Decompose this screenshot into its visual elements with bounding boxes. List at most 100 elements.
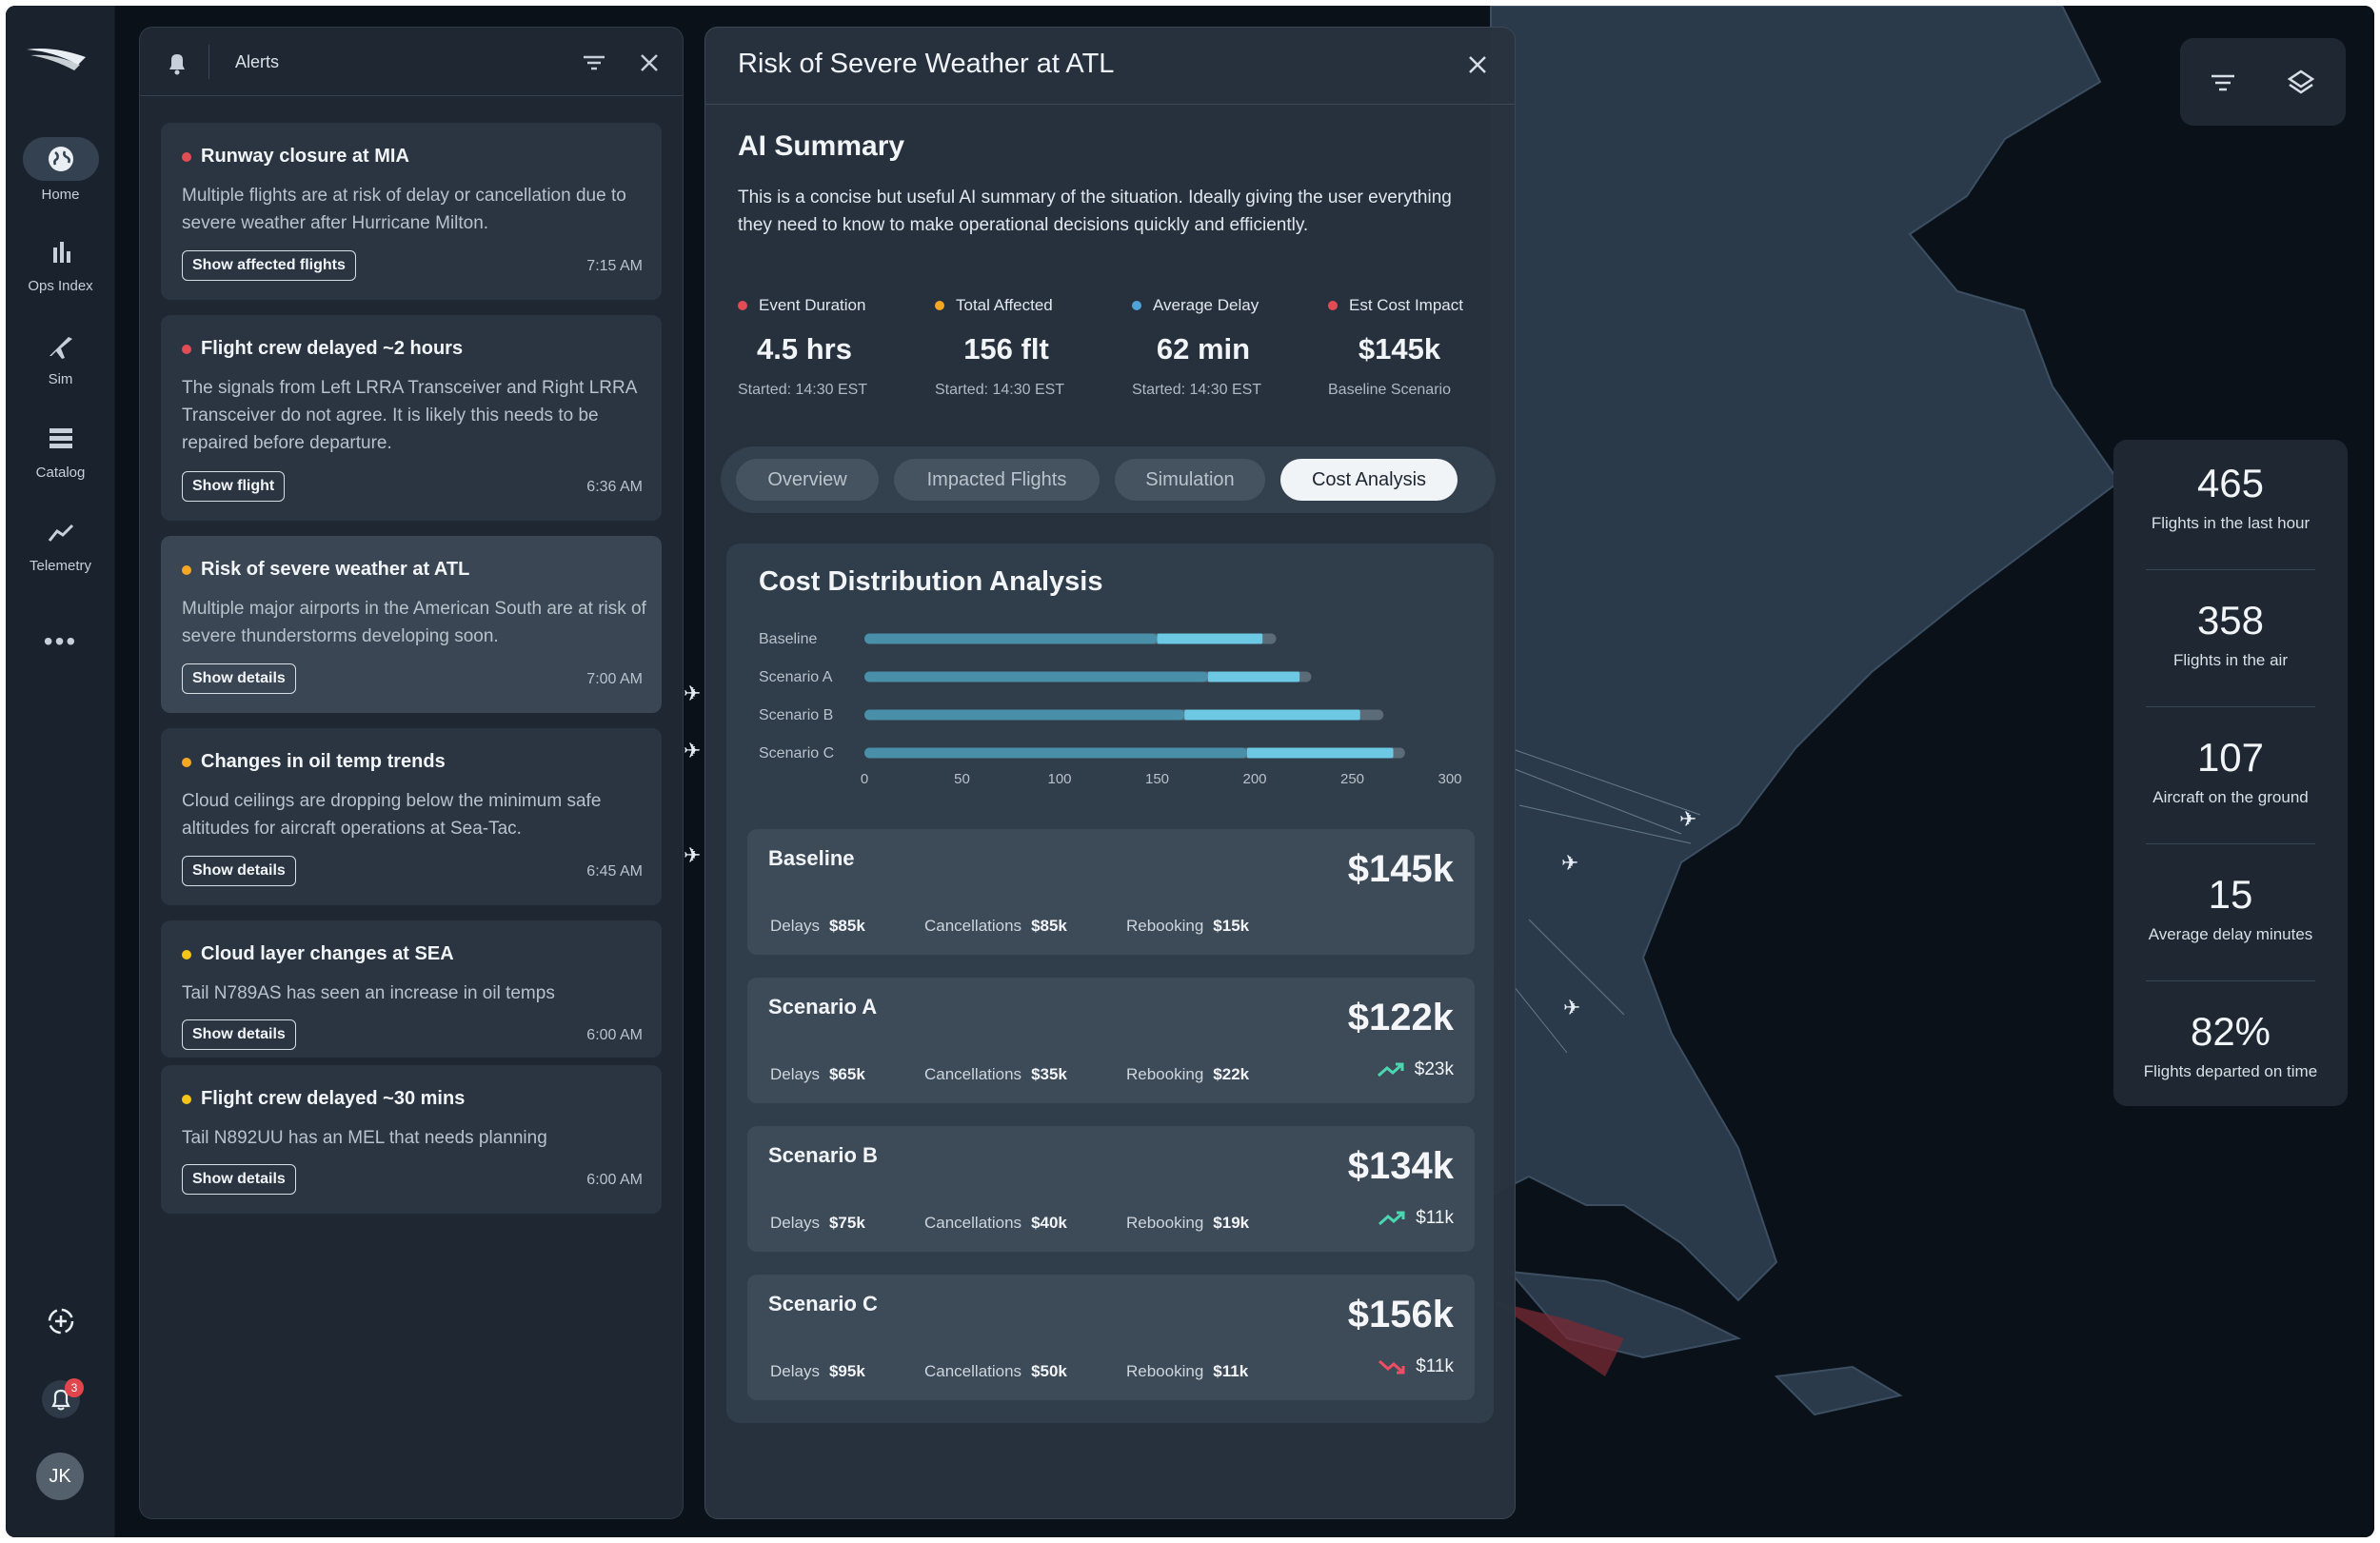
alert-card-selected[interactable]: Risk of severe weather at ATL Multiple m…	[161, 536, 662, 713]
sidebar-item-label: Ops Index	[28, 278, 93, 294]
filter-icon[interactable]	[2207, 67, 2239, 99]
tab-cost-analysis[interactable]: Cost Analysis	[1280, 459, 1458, 501]
delays-label: Delays	[770, 1065, 820, 1083]
svg-text:✈: ✈	[1561, 852, 1578, 876]
show-flight-button[interactable]: Show flight	[182, 471, 286, 502]
delta-value: $11k	[1416, 1208, 1454, 1228]
delays-value: $75k	[828, 1214, 865, 1232]
cancellations-value: $35k	[1031, 1065, 1067, 1083]
sidebar-item-ops-index[interactable]: Ops Index	[6, 236, 115, 294]
hispaniola-landmass	[1774, 1365, 1903, 1416]
bar-segment	[864, 709, 1185, 721]
scenario-card-c[interactable]: Scenario C $156k Delays $95k Cancellation…	[747, 1275, 1475, 1400]
alert-card[interactable]: Flight crew delayed ~30 mins Tail N892UU…	[161, 1065, 662, 1214]
show-details-button[interactable]: Show details	[182, 856, 296, 886]
globe-icon	[48, 147, 73, 171]
svg-text:✈: ✈	[684, 844, 701, 868]
rebooking-cost: Rebooking $22k	[1126, 1065, 1249, 1084]
metric-label: Event Duration	[759, 296, 866, 314]
scenario-name: Scenario C	[768, 1292, 878, 1316]
filter-icon[interactable]	[580, 49, 608, 77]
sidebar-item-home[interactable]: Home	[6, 137, 115, 203]
tab-impacted-flights[interactable]: Impacted Flights	[894, 459, 1100, 501]
sidebar-item-sim[interactable]: Sim	[6, 329, 115, 387]
layers-icon[interactable]	[2285, 67, 2317, 99]
metric-value: 62 min	[1156, 332, 1251, 366]
scenario-total: $156k	[1347, 1294, 1454, 1335]
svg-text:✈: ✈	[684, 682, 701, 706]
metric-sub: Started: 14:30 EST	[738, 382, 868, 398]
category-label: Baseline	[759, 631, 817, 647]
sidebar-item-telemetry[interactable]: Telemetry	[6, 516, 115, 574]
user-avatar[interactable]: JK	[36, 1453, 84, 1500]
metric-label: Average Delay	[1153, 296, 1259, 314]
category-label: Scenario A	[759, 669, 833, 685]
alert-time: 7:00 AM	[586, 671, 643, 687]
more-menu-button[interactable]: •••	[43, 626, 78, 656]
north-america-landmass	[1490, 6, 2121, 1302]
scenario-card-a[interactable]: Scenario A $122k Delays $65k Cancellation…	[747, 978, 1475, 1103]
category-label: Scenario B	[759, 707, 833, 723]
tab-simulation[interactable]: Simulation	[1115, 459, 1265, 501]
x-tick-label: 200	[1242, 771, 1266, 787]
metric-value: $145k	[1358, 332, 1441, 366]
divider	[2146, 843, 2315, 844]
stat-value: 82%	[2190, 1009, 2271, 1054]
airplane-icon	[49, 337, 72, 359]
alert-card[interactable]: Runway closure at MIA Multiple flights a…	[161, 123, 662, 300]
stat-label: Aircraft on the ground	[2152, 788, 2309, 806]
stack-icon	[49, 428, 72, 448]
cancellations-label: Cancellations	[924, 1065, 1022, 1083]
alert-time: 6:00 AM	[586, 1172, 643, 1188]
svg-text:✈: ✈	[1563, 997, 1580, 1020]
target-add-icon[interactable]	[42, 1302, 80, 1340]
rebooking-label: Rebooking	[1126, 1214, 1204, 1232]
delays-cost: Delays $75k	[770, 1214, 865, 1233]
alert-body: Tail N789AS has seen an increase in oil …	[182, 983, 555, 1003]
scenario-name: Scenario A	[768, 995, 878, 1019]
alert-card[interactable]: Changes in oil temp trends Cloud ceiling…	[161, 728, 662, 905]
alert-title: Cloud layer changes at SEA	[201, 943, 454, 964]
show-details-button[interactable]: Show details	[182, 663, 296, 694]
metric-sub: Started: 14:30 EST	[1132, 382, 1262, 398]
stat-average-delay: 15 Average delay minutes	[2113, 872, 2348, 944]
show-details-button[interactable]: Show details	[182, 1019, 296, 1050]
alert-title: Flight crew delayed ~30 mins	[201, 1088, 466, 1109]
tab-overview[interactable]: Overview	[736, 459, 879, 501]
alert-title: Flight crew delayed ~2 hours	[201, 338, 464, 359]
divider	[705, 104, 1515, 105]
cancellations-value: $50k	[1031, 1362, 1067, 1380]
cancellations-cost: Cancellations $35k	[924, 1065, 1067, 1084]
alerts-header: Alerts	[140, 28, 683, 96]
rebooking-value: $11k	[1213, 1362, 1249, 1380]
sidebar-item-label: Home	[41, 187, 80, 203]
alert-card[interactable]: Flight crew delayed ~2 hours The signals…	[161, 315, 662, 521]
delays-value: $85k	[828, 917, 865, 935]
show-details-button[interactable]: Show details	[182, 1164, 296, 1195]
scenario-card-baseline[interactable]: Baseline $145k Delays $85k Cancellations $…	[747, 829, 1475, 955]
severity-dot	[182, 950, 191, 959]
x-tick-label: 300	[1438, 771, 1461, 787]
severity-dot	[182, 152, 191, 162]
rebooking-cost: Rebooking $15k	[1126, 917, 1249, 936]
storm-zone	[1491, 1300, 1624, 1376]
alert-card[interactable]: Cloud layer changes at SEA Tail N789AS h…	[161, 920, 662, 1058]
scenario-card-b[interactable]: Scenario B $134k Delays $75k Cancellation…	[747, 1126, 1475, 1252]
trend-up-icon	[1377, 1062, 1404, 1078]
metric-label: Est Cost Impact	[1349, 296, 1463, 314]
rebooking-value: $22k	[1213, 1065, 1250, 1083]
sidebar-item-catalog[interactable]: Catalog	[6, 423, 115, 481]
delays-cost: Delays $65k	[770, 1065, 865, 1084]
bar-segment	[864, 633, 1158, 644]
close-icon[interactable]	[635, 49, 664, 77]
bell-icon	[169, 54, 185, 75]
close-icon[interactable]	[1463, 50, 1492, 79]
trend-up-icon	[1378, 1211, 1405, 1226]
bar-segment	[1246, 747, 1394, 759]
delays-cost: Delays $95k	[770, 1362, 865, 1381]
sidebar-item-label: Telemetry	[29, 558, 92, 574]
cancellations-value: $85k	[1031, 917, 1067, 935]
alerts-panel: Alerts Runway closure at MIA Multiple fl…	[139, 27, 684, 1519]
metric-dot	[1132, 301, 1141, 310]
show-affected-flights-button[interactable]: Show affected flights	[182, 250, 356, 281]
